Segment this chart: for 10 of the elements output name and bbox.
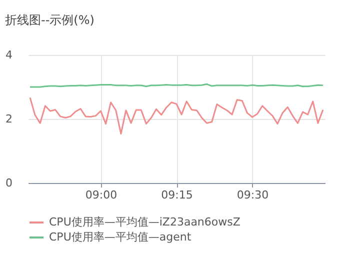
chart-title: 折线图--示例(%) bbox=[5, 13, 94, 27]
y-tick-label: 2 bbox=[6, 112, 12, 126]
legend-label: CPU使用率—平均值—agent bbox=[49, 230, 192, 244]
x-tick-label: 09:00 bbox=[85, 188, 118, 202]
y-tick-label: 0 bbox=[6, 176, 12, 190]
x-tick-label: 09:30 bbox=[236, 188, 269, 202]
y-tick-label: 4 bbox=[6, 48, 12, 62]
legend-label: CPU使用率—平均值—iZ23aan6owsZ bbox=[49, 216, 241, 228]
line-series bbox=[29, 96, 324, 134]
x-tick-label: 09:15 bbox=[161, 188, 193, 202]
